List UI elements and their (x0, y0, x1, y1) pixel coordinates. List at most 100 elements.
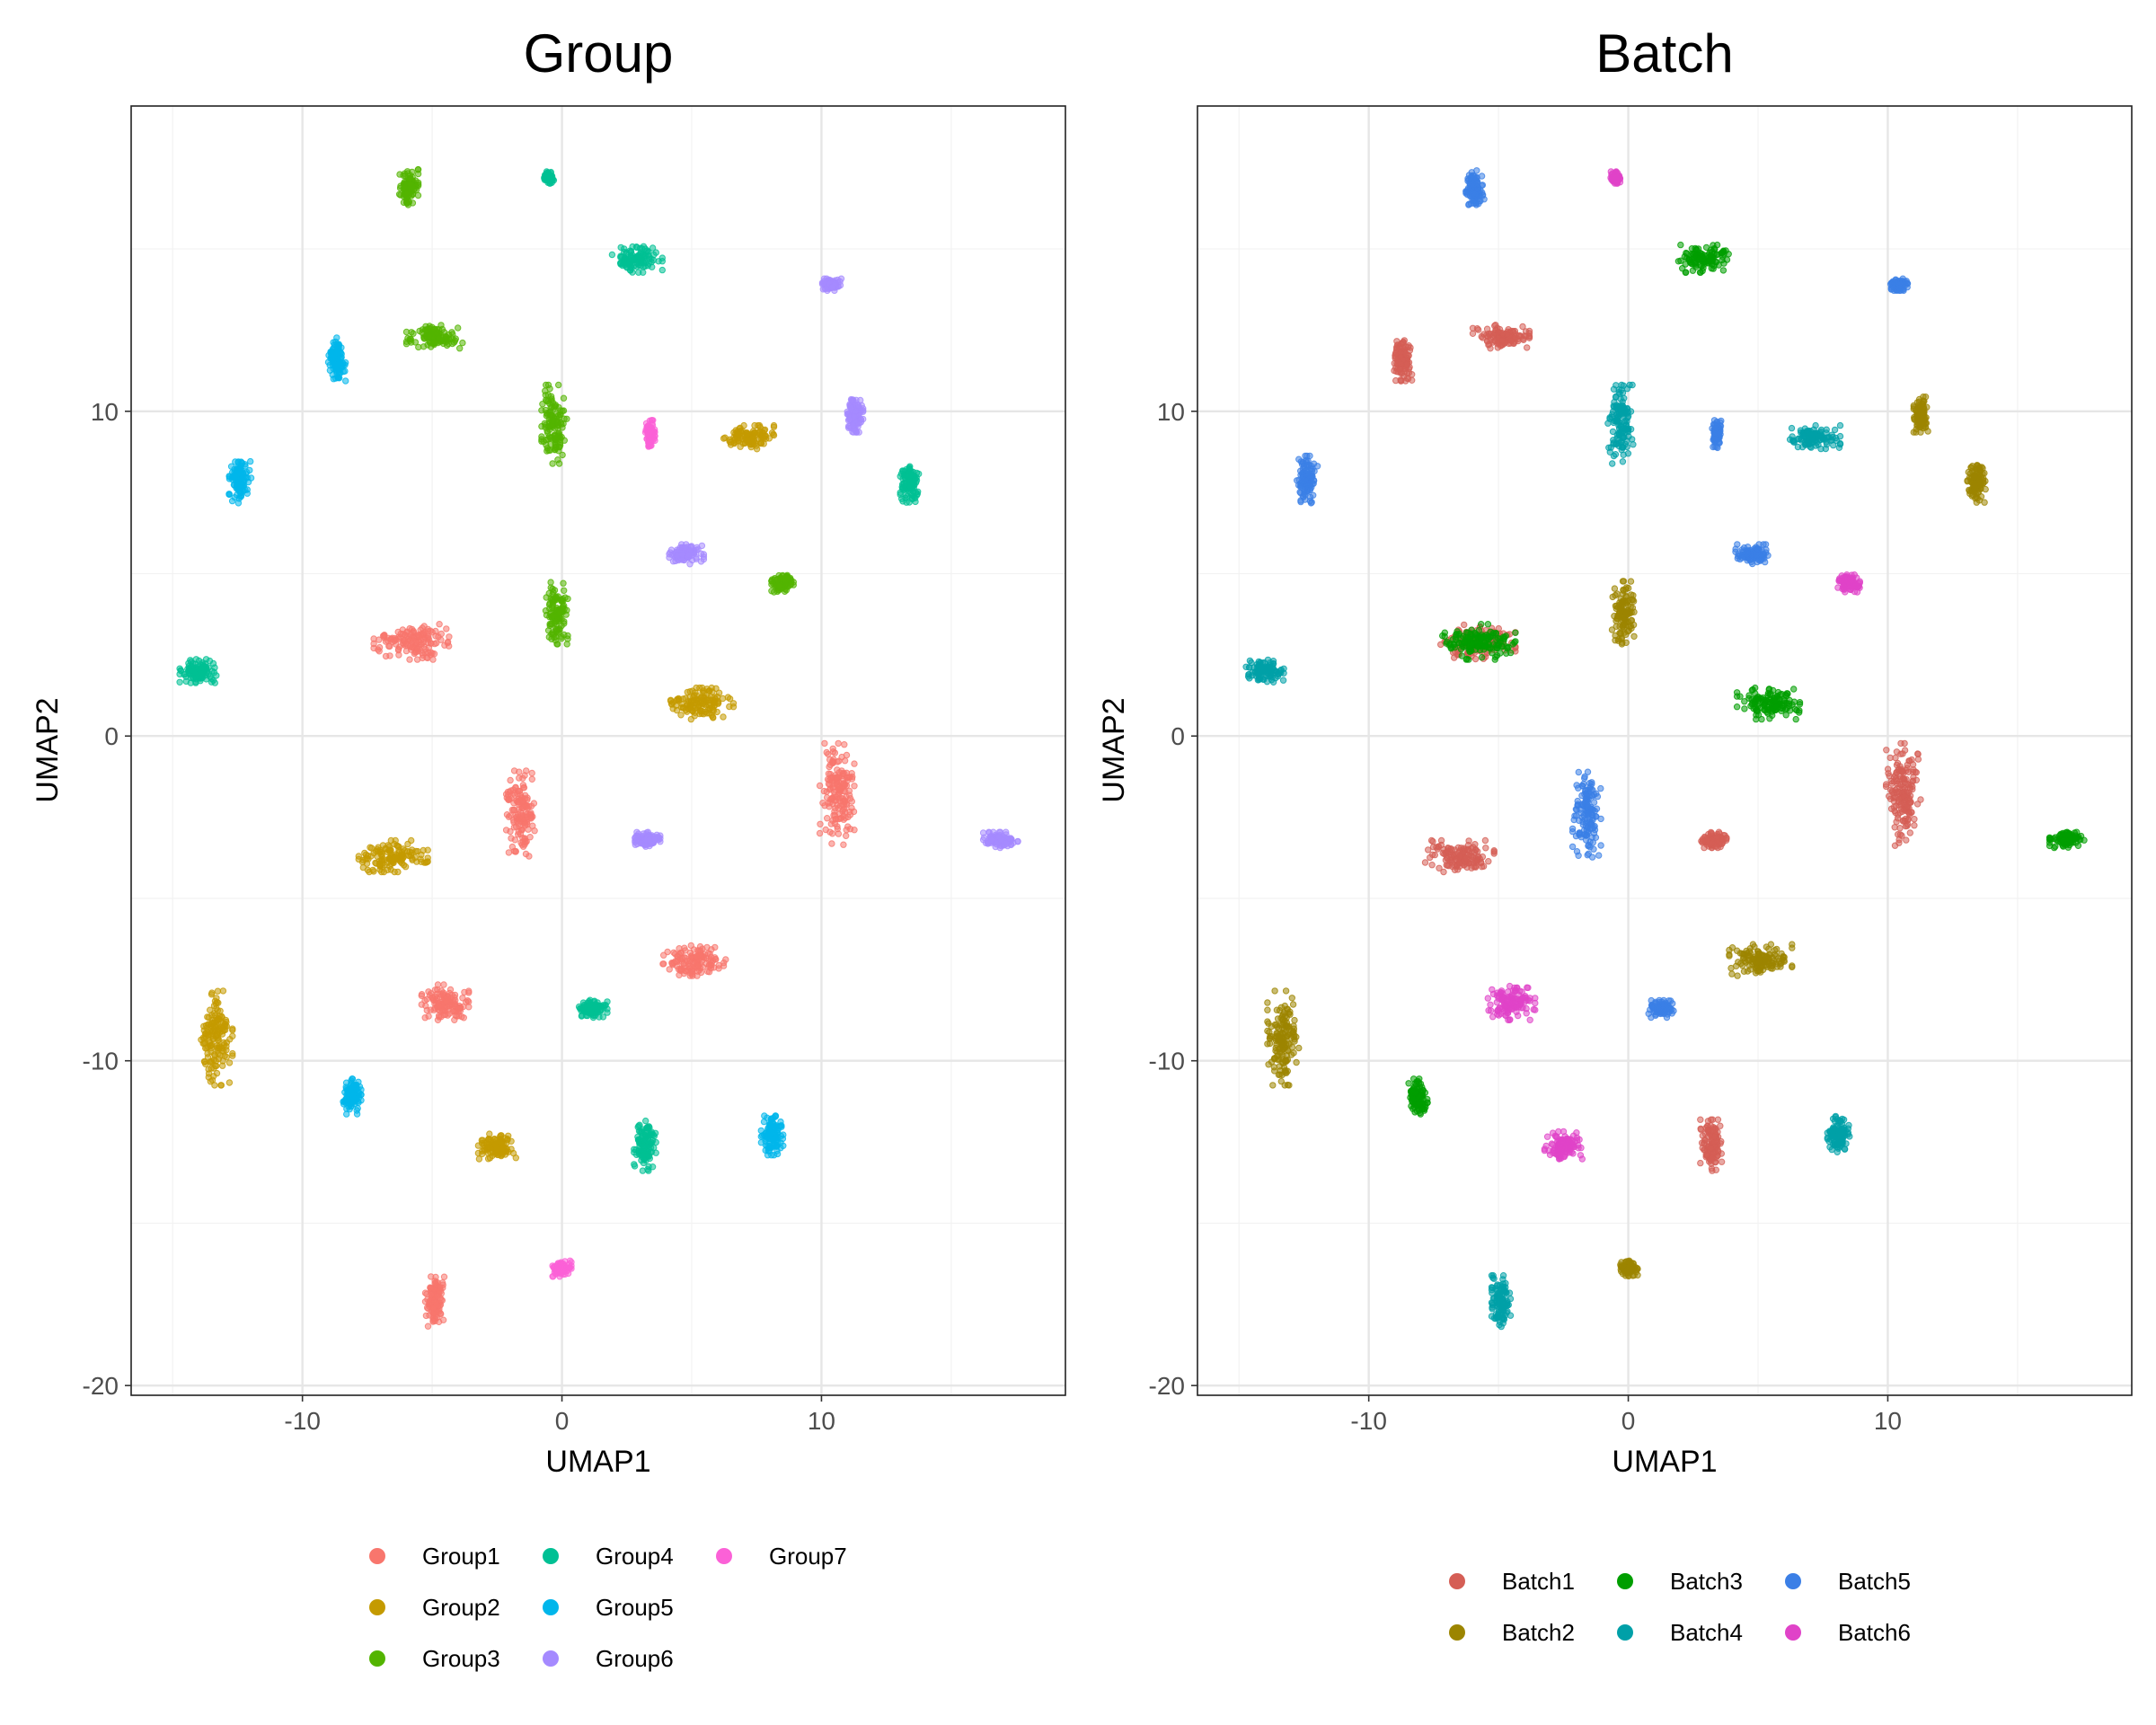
point (211, 997, 219, 1004)
point (378, 850, 386, 857)
point (456, 345, 464, 352)
point (402, 631, 409, 639)
point (726, 436, 733, 443)
point (347, 1101, 354, 1108)
point (238, 459, 245, 466)
point (428, 1291, 435, 1298)
point (851, 827, 858, 834)
point (331, 360, 338, 367)
point (1917, 429, 1924, 436)
point (505, 796, 512, 803)
point (521, 841, 528, 848)
point (678, 700, 685, 708)
point (1451, 862, 1458, 869)
point (906, 481, 914, 488)
point (829, 757, 836, 765)
point (907, 472, 915, 479)
point (846, 811, 854, 818)
point (414, 181, 422, 188)
point (544, 435, 552, 443)
point (705, 687, 712, 694)
point (543, 427, 551, 435)
point (508, 843, 517, 851)
point (715, 689, 723, 696)
point (434, 1292, 441, 1300)
point (1708, 1116, 1715, 1123)
point (675, 694, 682, 703)
point (404, 840, 411, 848)
point (237, 489, 244, 497)
point (200, 1022, 208, 1031)
point (1450, 851, 1457, 858)
point (711, 943, 719, 951)
point (707, 961, 714, 969)
point (1454, 844, 1462, 852)
point (681, 944, 688, 951)
point (1499, 330, 1507, 337)
point (1469, 330, 1477, 337)
point (677, 712, 685, 719)
point (202, 1060, 209, 1068)
point (197, 661, 204, 668)
point (543, 594, 550, 601)
point (1481, 836, 1489, 845)
point (1907, 809, 1915, 816)
point (552, 626, 561, 633)
point (631, 1163, 639, 1170)
point (636, 1121, 643, 1128)
point (1392, 354, 1399, 362)
point (1520, 336, 1527, 343)
point (215, 1027, 223, 1034)
point (398, 860, 406, 867)
point (848, 397, 856, 404)
point (820, 787, 828, 795)
point (335, 341, 342, 348)
point (225, 1059, 234, 1066)
legend-label: Group2 (422, 1594, 500, 1621)
series-Group1 (370, 621, 858, 1330)
point (1482, 845, 1489, 852)
point (826, 763, 833, 771)
point (710, 699, 718, 707)
point (641, 1143, 649, 1151)
point (915, 488, 922, 495)
point (1697, 1116, 1704, 1123)
point (192, 679, 199, 686)
point (1491, 322, 1498, 330)
point (646, 836, 654, 844)
point (1451, 654, 1458, 661)
point (1918, 417, 1925, 424)
point (1480, 331, 1488, 338)
point (1904, 761, 1911, 769)
point (846, 774, 853, 781)
point (451, 1001, 458, 1008)
point (414, 191, 422, 199)
point (402, 640, 410, 648)
point (414, 166, 422, 173)
point (410, 637, 417, 644)
point (1903, 836, 1910, 844)
point (833, 774, 840, 782)
point (402, 328, 411, 336)
point (503, 811, 511, 818)
point (1911, 816, 1918, 823)
point (764, 1143, 771, 1150)
point (848, 798, 855, 805)
point (361, 849, 368, 857)
point (1901, 806, 1908, 813)
point (423, 858, 430, 866)
point (826, 828, 834, 836)
point (1392, 376, 1400, 385)
point (842, 814, 849, 822)
point (220, 1039, 227, 1047)
point (522, 820, 529, 827)
point (225, 1079, 234, 1086)
point (638, 1134, 645, 1142)
point (1436, 864, 1443, 871)
point (208, 989, 216, 996)
point (392, 854, 400, 861)
point (643, 247, 651, 254)
point (425, 636, 433, 643)
